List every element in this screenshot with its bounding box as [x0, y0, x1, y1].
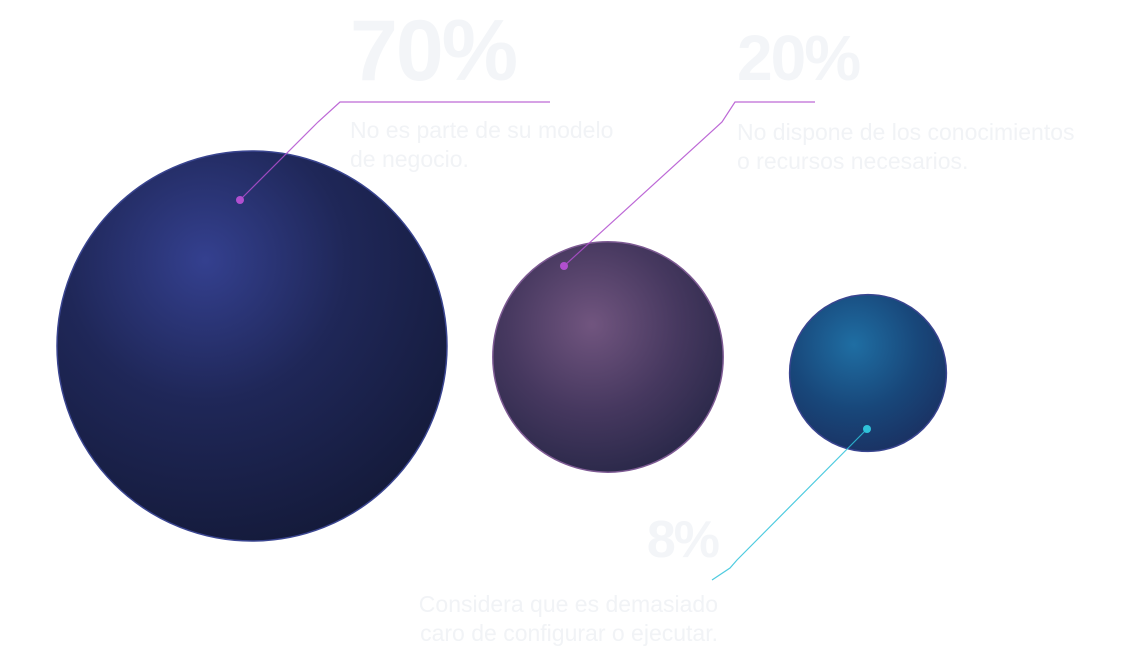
stat-description-line: caro de configurar o ejecutar.: [420, 620, 718, 646]
stat-8-percent: 8% Considera que es demasiado caro de co…: [376, 511, 720, 648]
pointer-dot: [236, 196, 244, 204]
stat-description-line: No es parte de su modelo: [350, 117, 614, 143]
stat-description-line: o recursos necesarios.: [737, 148, 969, 174]
stat-description: Considera que es demasiado caro de confi…: [376, 590, 718, 648]
pointer-line: [711, 428, 868, 581]
bubble-70-percent: [56, 150, 448, 542]
stat-description-line: No dispone de los conocimientos: [737, 119, 1075, 145]
stat-value: 8%: [646, 511, 720, 569]
pointer-line: [239, 101, 550, 201]
stat-description: No dispone de los conocimientos o recurs…: [737, 118, 1127, 176]
stat-description-line: Considera que es demasiado: [418, 591, 718, 617]
pointer-dot: [560, 262, 568, 270]
stat-description-line: de negocio.: [350, 146, 469, 172]
stat-description: No es parte de su modelo de negocio.: [350, 116, 670, 174]
pointer-line: [563, 101, 815, 267]
pointer-dot: [863, 425, 871, 433]
stat-20-percent: 20% No dispone de los conocimientos o re…: [737, 26, 1127, 176]
stat-value: 70%: [350, 3, 518, 99]
stat-70-percent: 70% No es parte de su modelo de negocio.: [350, 8, 670, 174]
stat-value: 20%: [737, 22, 861, 94]
bubble-20-percent: [492, 241, 724, 473]
bubble-8-percent: [788, 293, 948, 453]
